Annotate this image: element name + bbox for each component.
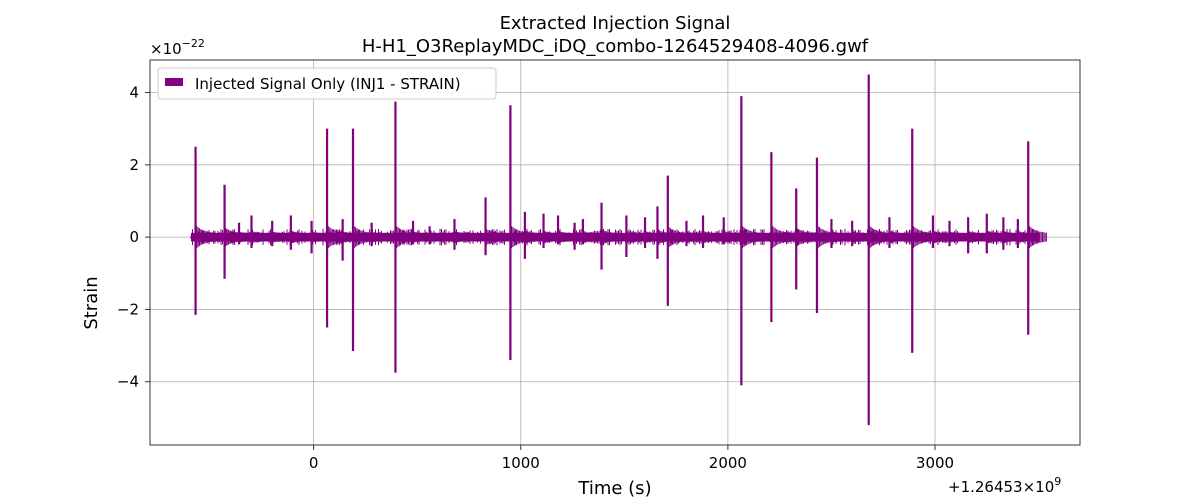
spike-ringdown [353, 226, 372, 249]
ringdown-path [291, 231, 310, 243]
ringdown-path [890, 231, 909, 243]
ringdown-path [196, 226, 215, 249]
x-tick-label: 0 [309, 454, 319, 472]
x-tick-label: 1000 [502, 454, 540, 472]
x-offset-base: +1.26453×10 [948, 478, 1054, 496]
ringdown-path [913, 226, 931, 249]
spike-ringdown [525, 231, 544, 244]
spike-ringdown [627, 231, 646, 243]
legend-label: Injected Signal Only (INJ1 - STRAIN) [195, 75, 461, 93]
ringdown-path [273, 231, 291, 243]
ringdown-path [969, 231, 987, 243]
ringdown-path [832, 231, 851, 243]
spike-ringdown [797, 228, 815, 246]
ringdown-path [353, 226, 372, 249]
y-axis-label: Strain [81, 276, 102, 329]
spike-ringdown [869, 226, 888, 249]
ringdown-path [797, 228, 815, 246]
y-tick-label: 0 [129, 228, 139, 246]
spike-ringdown [742, 226, 760, 249]
ringdown-path [950, 231, 969, 243]
ringdown-path [525, 231, 544, 244]
spike-ringdown [1029, 226, 1047, 249]
axis-ticks: 0 1000 2000 3000 −4 −2 0 2 4 [117, 84, 954, 472]
x-tick-label: 2000 [709, 454, 747, 472]
ringdown-path [252, 231, 271, 243]
ringdown-path [742, 226, 760, 249]
ringdown-path [430, 232, 449, 242]
y-exponent-base: ×10 [150, 40, 182, 58]
spike-ringdown [890, 231, 909, 243]
y-tick-label: 2 [129, 156, 139, 174]
ringdown-path [703, 231, 722, 243]
spike-ringdown [832, 231, 851, 243]
x-tick-label: 3000 [916, 454, 954, 472]
x-offset-power: 9 [1054, 475, 1061, 488]
spike-ringdown [969, 231, 987, 243]
legend: Injected Signal Only (INJ1 - STRAIN) [157, 67, 497, 100]
y-tick-label: 4 [129, 84, 139, 102]
plot-area [190, 74, 1047, 426]
spike-ringdown [703, 231, 722, 243]
ringdown-path [869, 226, 888, 249]
spike-ringdown [950, 231, 969, 243]
spike-ringdown [772, 226, 791, 249]
spike-ringdown [273, 231, 291, 243]
spike-ringdown [602, 230, 621, 245]
chart-subtitle: H-H1_O3ReplayMDC_iDQ_combo-1264529408-40… [362, 36, 869, 57]
spike-ringdown [372, 232, 391, 243]
ringdown-path [583, 231, 602, 243]
spike-ringdown [455, 231, 474, 243]
y-exponent: ×10−22 [150, 37, 205, 58]
y-tick-label: −4 [117, 373, 139, 391]
ringdown-path [602, 230, 621, 245]
spike-ringdown [913, 226, 931, 249]
chart-title: Extracted Injection Signal [500, 13, 731, 34]
x-axis-label: Time (s) [577, 478, 651, 499]
y-exponent-power: −22 [182, 37, 205, 50]
ringdown-path [772, 226, 791, 249]
spike-ringdown [430, 232, 449, 242]
legend-box [157, 67, 497, 100]
y-tick-label: −2 [117, 300, 139, 318]
ringdown-path [668, 227, 687, 247]
axes-frame [149, 59, 1081, 446]
spike-ringdown [196, 226, 215, 249]
spike-ringdown [583, 231, 602, 243]
spike-ringdown [668, 227, 687, 247]
ringdown-path [1029, 226, 1047, 249]
ringdown-path [455, 231, 474, 243]
ringdown-path [486, 229, 505, 245]
spike-ringdown [252, 231, 271, 243]
spike-ringdown [486, 229, 505, 245]
spike-ringdown [291, 231, 310, 243]
ringdown-path [627, 231, 646, 243]
x-offset: +1.26453×109 [948, 475, 1061, 496]
ringdown-path [372, 232, 391, 243]
legend-swatch [165, 78, 183, 86]
